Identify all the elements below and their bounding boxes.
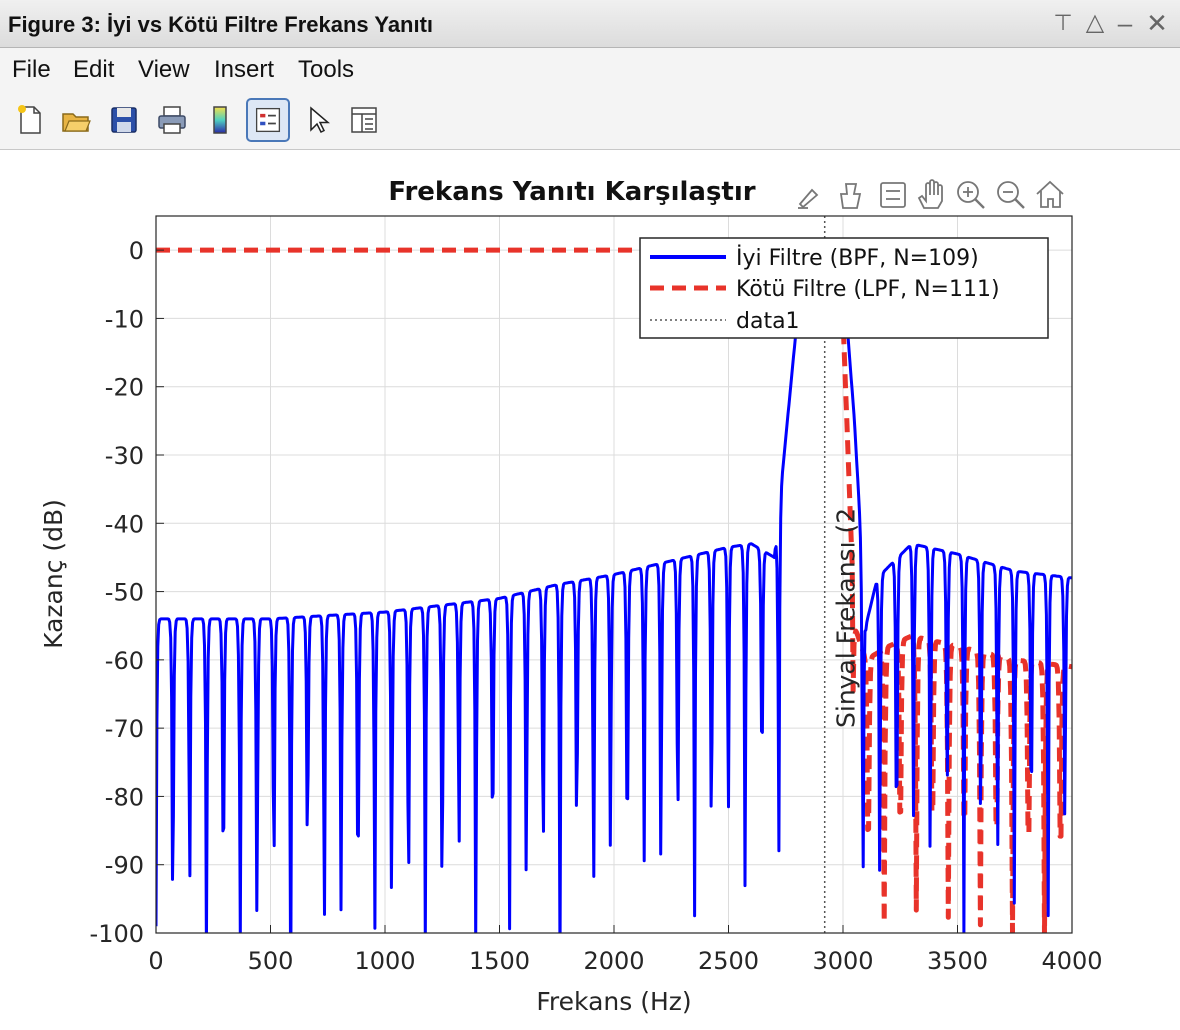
- y-tick-label: -100: [90, 920, 144, 948]
- x-tick-label: 2500: [698, 947, 759, 975]
- new-figure-icon[interactable]: [8, 98, 52, 142]
- y-tick-label: -40: [105, 510, 144, 538]
- x-tick-label: 0: [148, 947, 163, 975]
- y-tick-label: -30: [105, 442, 144, 470]
- x-tick-label: 500: [248, 947, 294, 975]
- x-tick-label: 1000: [354, 947, 415, 975]
- link-icon[interactable]: [880, 182, 906, 208]
- figure-canvas: 0 500 1000 1500 2000 2500 3000 3500 4000 0 -10 -20 -…: [0, 150, 1180, 1030]
- legend-label-iyi-filtre: İyi Filtre (BPF, N=109): [736, 245, 979, 271]
- menu-view[interactable]: View: [138, 56, 190, 83]
- x-tick-label: 1500: [469, 947, 530, 975]
- home-icon[interactable]: [1036, 180, 1064, 208]
- pin-icon[interactable]: ⊤: [1053, 10, 1073, 35]
- minimize-icon[interactable]: –: [1117, 8, 1133, 38]
- x-tick-label: 2000: [583, 947, 644, 975]
- zoom-in-icon[interactable]: [957, 181, 985, 209]
- colorbar-icon[interactable]: [198, 98, 242, 142]
- y-tick-label: -50: [105, 579, 144, 607]
- y-tick-label: 0: [129, 237, 144, 265]
- x-tick-label: 3000: [812, 947, 873, 975]
- menu-tools[interactable]: Tools: [298, 56, 355, 83]
- print-icon[interactable]: [150, 98, 194, 142]
- pointer-icon[interactable]: [296, 98, 340, 142]
- plot-title: Frekans Yanıtı Karşılaştır: [388, 177, 755, 207]
- x-axis-label: Frekans (Hz): [536, 987, 691, 1016]
- y-tick-label: -20: [105, 374, 144, 402]
- series-k-t-filtre-lpf-n-111: [156, 247, 1072, 933]
- brush-icon[interactable]: [798, 188, 819, 209]
- legend-label-kotu-filtre: Kötü Filtre (LPF, N=111): [736, 277, 1000, 302]
- axis-ticks: 0 500 1000 1500 2000 2500 3000 3500 4000 0 -10 -20 -…: [90, 237, 1103, 975]
- menu-bar: File Edit View Insert Tools: [0, 48, 1180, 92]
- window-title: Figure 3: İyi vs Kötü Filtre Frekans Yan…: [8, 12, 434, 37]
- axes-toolbar: [798, 179, 1064, 209]
- signal-frequency-annotation: Sinyal Frekansı (2: [832, 508, 861, 728]
- series-i-yi-filtre-bpf-n-109: [156, 248, 1072, 933]
- pan-icon[interactable]: [917, 179, 943, 209]
- undock-icon[interactable]: △: [1085, 9, 1105, 36]
- open-file-icon[interactable]: [54, 98, 98, 142]
- property-inspector-icon[interactable]: [342, 98, 386, 142]
- y-tick-label: -90: [105, 852, 144, 880]
- data-tips-icon[interactable]: [839, 183, 862, 209]
- y-tick-label: -60: [105, 647, 144, 675]
- y-tick-label: -70: [105, 715, 144, 743]
- window-titlebar: Figure 3: İyi vs Kötü Filtre Frekans Yan…: [0, 0, 1180, 48]
- legend-icon[interactable]: [246, 98, 290, 142]
- y-axis-label: Kazanç (dB): [39, 499, 68, 649]
- menu-file[interactable]: File: [12, 56, 51, 83]
- save-icon[interactable]: [102, 98, 146, 142]
- menu-insert[interactable]: Insert: [214, 56, 275, 83]
- y-tick-label: -80: [105, 783, 144, 811]
- figure-toolbar: [0, 92, 1180, 150]
- x-tick-label: 3500: [927, 947, 988, 975]
- chart-svg: 0 500 1000 1500 2000 2500 3000 3500 4000 0 -10 -20 -…: [39, 177, 1103, 1016]
- series-lines: [156, 216, 1072, 933]
- close-icon[interactable]: ✕: [1146, 8, 1168, 38]
- menu-edit[interactable]: Edit: [73, 56, 115, 83]
- legend[interactable]: İyi Filtre (BPF, N=109) Kötü Filtre (LPF…: [639, 237, 1049, 339]
- legend-label-data1: data1: [736, 309, 800, 334]
- zoom-out-icon[interactable]: [997, 181, 1025, 209]
- x-tick-label: 4000: [1041, 947, 1102, 975]
- y-tick-label: -10: [105, 305, 144, 333]
